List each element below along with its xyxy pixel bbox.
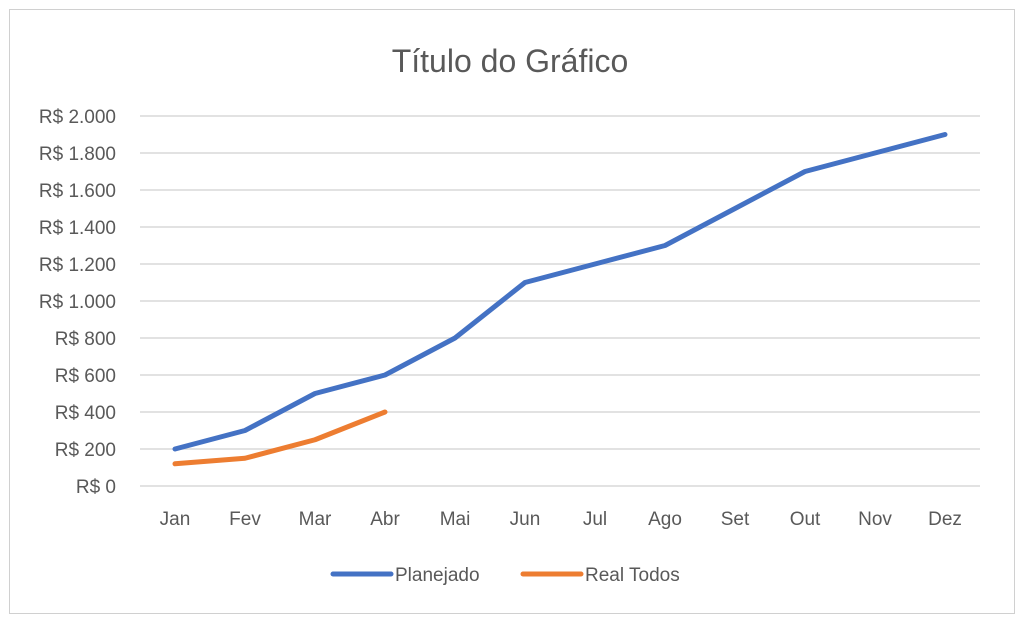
y-tick-label: R$ 1.600 <box>39 181 116 202</box>
data-point <box>664 245 666 246</box>
series-lines <box>172 132 948 467</box>
legend-label: Planejado <box>395 565 480 586</box>
x-tick-label: Mar <box>299 509 332 530</box>
y-tick-label: R$ 200 <box>55 440 116 461</box>
x-tick-label: Nov <box>858 509 892 530</box>
x-tick-label: Out <box>790 509 821 530</box>
data-point <box>244 430 246 431</box>
data-point <box>384 411 386 413</box>
y-tick-label: R$ 1.800 <box>39 144 116 165</box>
x-tick-label: Fev <box>229 509 261 530</box>
y-tick-label: R$ 1.200 <box>39 255 116 276</box>
y-tick-label: R$ 600 <box>55 366 116 387</box>
series-line-0 <box>172 132 948 452</box>
data-point <box>244 457 246 459</box>
x-tick-label: Abr <box>370 509 400 530</box>
chart-title: Título do Gráfico <box>392 43 629 79</box>
x-tick-label: Dez <box>928 509 962 530</box>
data-point <box>594 263 596 265</box>
y-tick-label: R$ 0 <box>76 477 116 498</box>
data-point <box>174 448 176 450</box>
data-point <box>524 282 526 283</box>
x-axis-tick-labels: Jan Fev Mar Abr Mai Jun Jul Ago Set Out Nov Dez <box>160 509 962 530</box>
data-point <box>454 337 456 339</box>
data-point <box>314 439 316 441</box>
y-tick-label: R$ 1.400 <box>39 218 116 239</box>
x-tick-label: Mai <box>440 509 471 530</box>
data-point <box>804 171 806 172</box>
data-point <box>874 152 876 154</box>
x-tick-label: Jun <box>510 509 541 530</box>
legend-label: Real Todos <box>585 565 680 586</box>
chart-frame <box>9 9 1015 614</box>
y-tick-label: R$ 2.000 <box>39 107 116 128</box>
data-point <box>384 374 386 376</box>
x-tick-label: Jan <box>160 509 191 530</box>
data-point <box>944 134 946 135</box>
legend: Planejado Real Todos <box>330 565 680 586</box>
grid-lines <box>140 115 980 487</box>
x-tick-label: Set <box>721 509 750 530</box>
data-point <box>314 393 316 394</box>
y-tick-label: R$ 400 <box>55 403 116 424</box>
y-tick-label: R$ 800 <box>55 329 116 350</box>
data-point <box>174 463 176 465</box>
x-tick-label: Ago <box>648 509 682 530</box>
y-axis-tick-labels: R$ 0 R$ 200 R$ 400 R$ 600 R$ 800 R$ 1.000 R$ 1… <box>39 107 116 498</box>
x-tick-label: Jul <box>583 509 607 530</box>
y-tick-label: R$ 1.000 <box>39 292 116 313</box>
series-line-1 <box>172 409 388 467</box>
data-point <box>734 208 736 209</box>
